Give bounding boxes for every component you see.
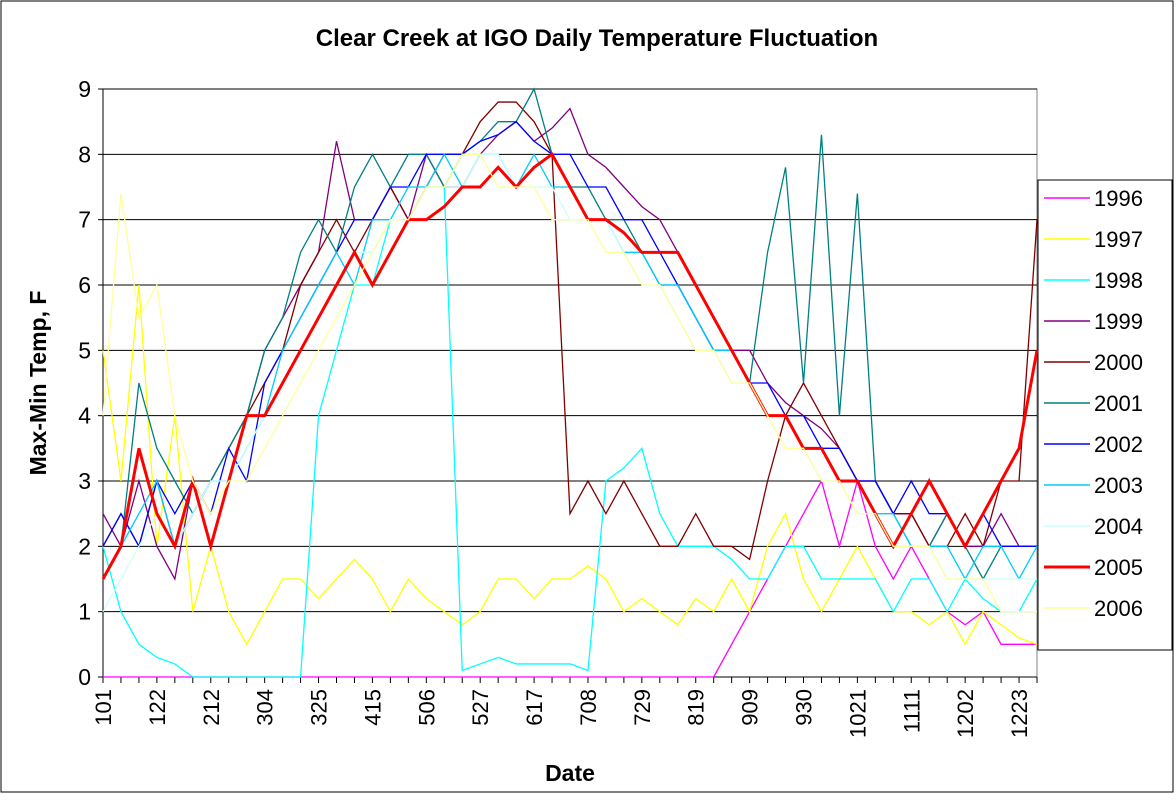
chart-title: Clear Creek at IGO Daily Temperature Flu… — [316, 25, 878, 52]
x-tick-label: 1111 — [899, 689, 924, 733]
x-tick-label: 415 — [360, 689, 385, 726]
x-tick-label: 617 — [522, 689, 547, 726]
x-tick-label: 101 — [91, 689, 116, 726]
y-tick-label: 5 — [78, 337, 91, 363]
x-tick-label: 1202 — [953, 689, 978, 738]
x-tick-label: 122 — [145, 689, 170, 726]
x-tick-label: 325 — [307, 689, 332, 726]
y-tick-label: 3 — [78, 468, 91, 494]
legend-label: 2006 — [1094, 596, 1143, 621]
legend — [1037, 179, 1173, 651]
legend-label: 2000 — [1094, 350, 1143, 375]
plot-area — [102, 88, 1038, 678]
legend-label: 2004 — [1094, 514, 1143, 539]
x-tick-label: 527 — [468, 689, 493, 726]
y-tick-label: 8 — [78, 141, 91, 167]
y-tick-label: 1 — [78, 599, 91, 625]
legend-label: 1998 — [1094, 268, 1143, 293]
legend-label: 2005 — [1094, 555, 1143, 580]
x-tick-label: 909 — [738, 689, 763, 726]
x-tick-label: 1223 — [1007, 689, 1032, 738]
series-line — [102, 153, 1037, 613]
x-tick-label: 819 — [684, 689, 709, 726]
series-line — [102, 186, 1038, 678]
y-axis-label: Max-Min Temp, F — [25, 291, 51, 476]
x-tick-label: 729 — [630, 689, 655, 726]
legend-label: 1996 — [1094, 186, 1143, 211]
x-tick-label: 304 — [253, 689, 278, 726]
y-tick-label: 6 — [78, 272, 91, 298]
legend-label: 2003 — [1094, 473, 1143, 498]
legend-label: 2001 — [1094, 391, 1143, 416]
x-axis-label: Date — [545, 760, 595, 786]
y-tick-label: 2 — [78, 533, 91, 559]
y-tick-label: 7 — [78, 207, 91, 233]
x-tick-label: 506 — [414, 689, 439, 726]
x-tick-label: 212 — [199, 689, 224, 726]
x-tick-label: 708 — [576, 689, 601, 726]
legend-label: 1997 — [1094, 227, 1143, 252]
y-tick-label: 9 — [78, 76, 91, 102]
y-tick-label: 4 — [78, 403, 91, 429]
y-tick-label: 0 — [78, 664, 91, 690]
legend-label: 1999 — [1094, 309, 1143, 334]
legend-label: 2002 — [1094, 432, 1143, 457]
x-tick-label: 1021 — [845, 689, 870, 738]
x-tick-label: 930 — [792, 689, 817, 726]
